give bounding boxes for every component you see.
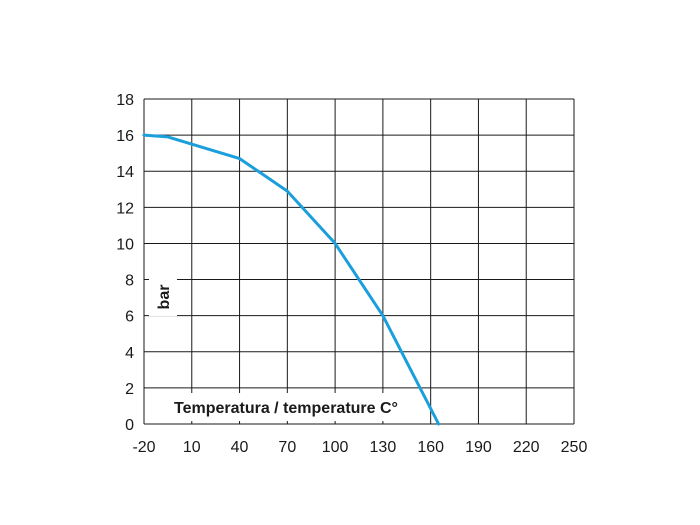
series-line-0 — [142, 133, 441, 426]
series-layer — [142, 133, 441, 426]
tick-labels: -20 10 40 70 100 130 160 190 220 250 0 2 4 6 8 10 12 14 16… — [116, 92, 587, 456]
x-tick-label: 220 — [513, 439, 540, 456]
x-tick-label: 10 — [183, 439, 201, 456]
y-tick-label: 8 — [125, 273, 134, 290]
x-tick-label: 70 — [278, 439, 296, 456]
y-tick-label: 10 — [116, 236, 134, 253]
y-axis-label: bar — [156, 285, 173, 310]
y-tick-label: 16 — [116, 128, 134, 145]
x-tick-label: 100 — [322, 439, 349, 456]
y-tick-label: 14 — [116, 164, 134, 181]
x-tick-label: 40 — [231, 439, 249, 456]
x-tick-label: 190 — [465, 439, 492, 456]
y-label-backdrop — [149, 278, 177, 316]
y-tick-label: 18 — [116, 92, 134, 109]
x-tick-label: 130 — [370, 439, 397, 456]
y-tick-label: 0 — [125, 417, 134, 434]
x-label-backdrop — [168, 393, 408, 421]
y-tick-label: 12 — [116, 200, 134, 217]
x-axis-label: Temperatura / temperature C° — [174, 400, 398, 417]
y-tick-label: 2 — [125, 381, 134, 398]
y-tick-label: 6 — [125, 309, 134, 326]
x-tick-label: -20 — [132, 439, 155, 456]
x-tick-label: 250 — [561, 439, 588, 456]
grid — [143, 98, 575, 425]
y-tick-label: 4 — [125, 345, 134, 362]
x-tick-label: 160 — [417, 439, 444, 456]
